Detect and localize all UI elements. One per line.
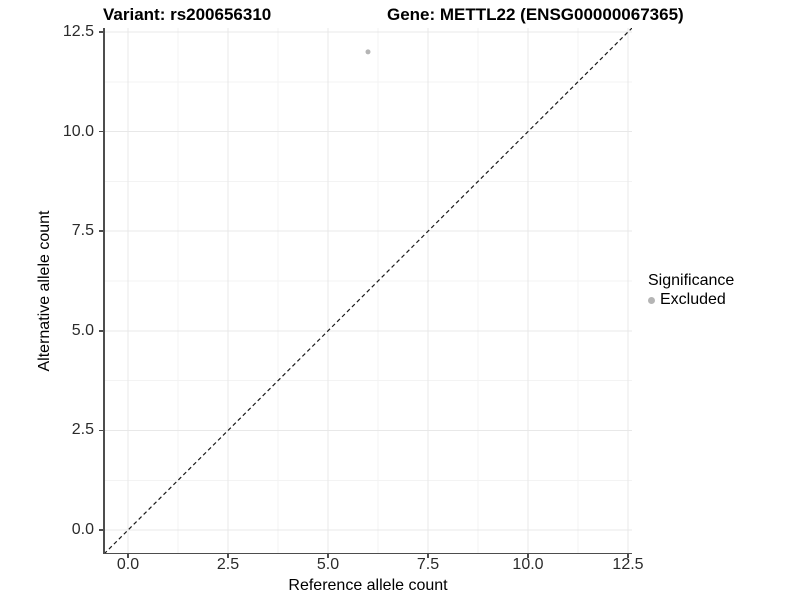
plot-panel xyxy=(104,28,632,554)
legend-title: Significance xyxy=(648,272,735,289)
x-tick-mark xyxy=(127,554,129,558)
x-axis-line xyxy=(103,552,632,554)
legend-item-excluded: Excluded xyxy=(648,290,734,310)
data-point xyxy=(365,49,371,55)
y-tick-mark xyxy=(99,330,103,332)
y-axis-line xyxy=(103,28,105,554)
x-tick-mark xyxy=(227,554,229,558)
plot-title-variant: Variant: rs200656310 xyxy=(103,5,272,24)
x-tick-label: 12.5 xyxy=(612,556,644,573)
x-tick-mark xyxy=(327,554,329,558)
y-tick-mark xyxy=(99,529,103,531)
y-tick-label: 0.0 xyxy=(71,521,94,539)
legend-key-dot-icon xyxy=(648,296,655,304)
plot-panel-canvas xyxy=(104,28,632,554)
plot-title-gene: Gene: METTL22 (ENSG00000067365) xyxy=(387,5,684,24)
x-tick-label: 10.0 xyxy=(512,556,544,573)
x-axis-title: Reference allele count xyxy=(288,577,448,594)
x-tick-label: 5.0 xyxy=(316,556,340,573)
y-tick-label: 7.5 xyxy=(71,222,94,240)
y-tick-label: 10.0 xyxy=(62,122,94,140)
y-tick-label: 2.5 xyxy=(71,421,94,439)
y-tick-mark xyxy=(99,31,103,33)
x-tick-mark xyxy=(527,554,529,558)
y-tick-label: 5.0 xyxy=(71,321,94,339)
x-tick-label: 0.0 xyxy=(116,556,140,573)
identity-line xyxy=(104,28,632,554)
y-tick-mark xyxy=(99,230,103,232)
y-tick-label: 12.5 xyxy=(62,22,94,40)
y-axis-title: Alternative allele count xyxy=(36,210,53,372)
x-tick-mark xyxy=(427,554,429,558)
x-tick-mark xyxy=(627,554,629,558)
x-tick-label: 7.5 xyxy=(416,556,440,573)
y-tick-mark xyxy=(99,429,103,432)
legend: Significance Excluded xyxy=(648,271,734,310)
legend-item-label: Excluded xyxy=(660,291,726,308)
y-tick-mark xyxy=(99,130,103,133)
x-tick-label: 2.5 xyxy=(216,556,240,573)
